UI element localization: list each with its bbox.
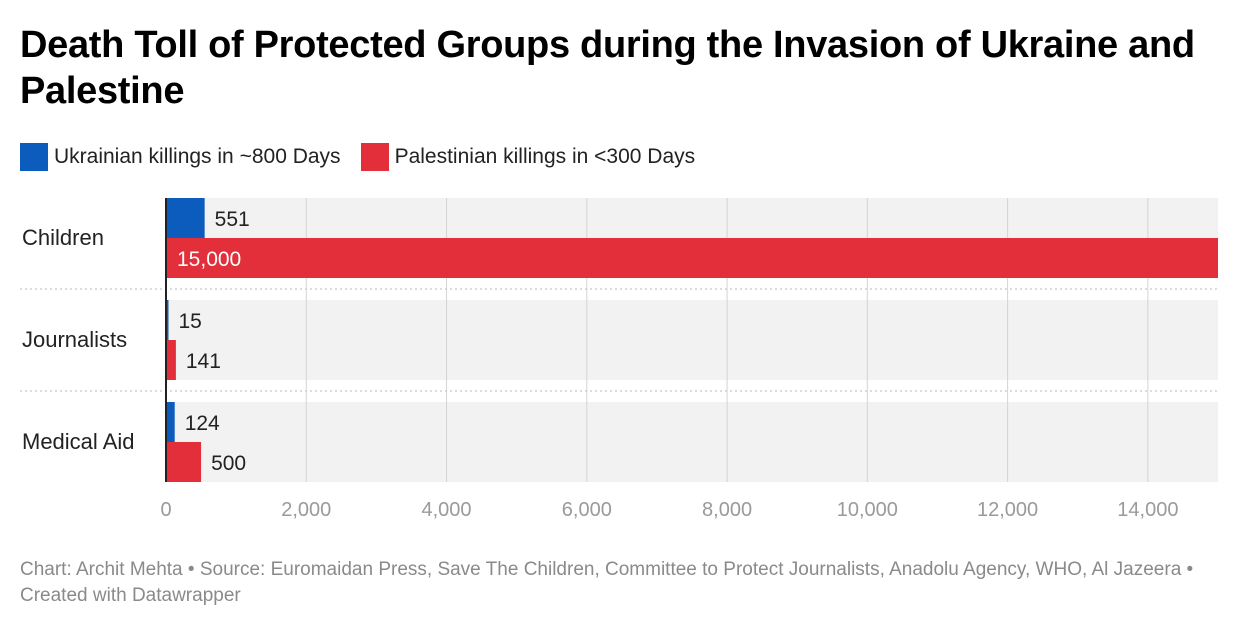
legend-swatch-palestinian xyxy=(360,143,389,171)
legend-swatch-ukrainian xyxy=(20,143,48,171)
chart-title: Death Toll of Protected Groups during th… xyxy=(20,24,1195,112)
legend-label-palestinian: Palestinian killings in <300 Days xyxy=(394,145,696,168)
value-label: 15,000 xyxy=(177,248,241,271)
value-label: 500 xyxy=(211,452,246,475)
value-label: 141 xyxy=(186,350,221,373)
x-tick-label: 10,000 xyxy=(837,499,898,521)
category-label: Journalists xyxy=(22,327,127,352)
x-tick-label: 0 xyxy=(160,499,171,521)
bar xyxy=(166,340,176,380)
bar xyxy=(166,198,205,238)
x-tick-label: 6,000 xyxy=(562,499,612,521)
legend-label-ukrainian: Ukrainian killings in ~800 Days xyxy=(54,145,341,168)
value-label: 124 xyxy=(185,412,220,435)
x-tick-label: 8,000 xyxy=(702,499,752,521)
category-label: Medical Aid xyxy=(22,429,135,454)
legend-item-palestinian: Palestinian killings in <300 Days xyxy=(360,143,696,171)
value-label: 15 xyxy=(179,310,202,333)
legend-item-ukrainian: Ukrainian killings in ~800 Days xyxy=(20,143,341,171)
bar xyxy=(166,300,169,340)
bar xyxy=(166,442,202,482)
chart-footer: Chart: Archit Mehta • Source: Euromaidan… xyxy=(20,559,1194,606)
category-label: Children xyxy=(22,225,104,250)
x-tick-label: 2,000 xyxy=(281,499,331,521)
category-band xyxy=(166,402,1218,482)
bar xyxy=(166,238,1218,278)
category-band xyxy=(166,300,1218,380)
x-tick-label: 12,000 xyxy=(977,499,1038,521)
legend: Ukrainian killings in ~800 Days Palestin… xyxy=(20,142,715,172)
x-tick-label: 14,000 xyxy=(1117,499,1178,521)
bar xyxy=(166,402,175,442)
value-label: 551 xyxy=(215,208,250,231)
x-tick-label: 4,000 xyxy=(422,499,472,521)
